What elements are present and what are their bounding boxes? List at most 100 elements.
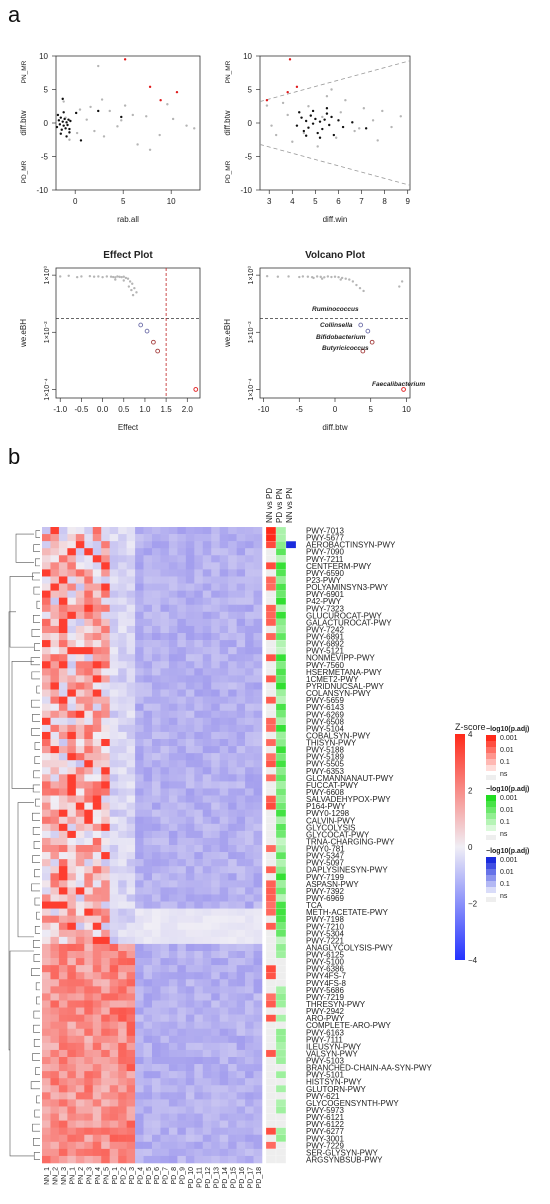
heatmap-cell: [194, 767, 204, 775]
heatmap-cell: [228, 986, 237, 994]
heatmap-cell: [58, 1085, 68, 1093]
heatmap-cell: [135, 866, 144, 874]
heatmap-cell: [211, 1134, 220, 1143]
heatmap-cell: [143, 1148, 153, 1157]
heatmap-cell: [185, 1000, 195, 1008]
heatmap-cell: [160, 696, 170, 704]
heatmap-cell: [84, 760, 94, 768]
heatmap-cell: [202, 887, 212, 895]
heatmap-cell: [160, 929, 170, 938]
heatmap-cell: [152, 1099, 161, 1107]
heatmap-cell: [219, 774, 229, 782]
data-point: [276, 275, 280, 278]
row-label: PWY-7229: [306, 1141, 345, 1150]
heatmap-cell: [253, 668, 263, 676]
significance-cell: [275, 1141, 287, 1150]
heatmap-cell: [160, 625, 170, 634]
heatmap-cell: [67, 802, 77, 810]
heatmap-cell: [219, 894, 229, 902]
heatmap-cell: [152, 654, 161, 662]
heatmap-cell: [253, 724, 263, 733]
heatmap-cell: [75, 703, 85, 712]
heatmap-cell: [168, 993, 178, 1001]
data-point: [61, 97, 64, 101]
heatmap-cell: [211, 1148, 220, 1157]
heatmap-cell: [194, 908, 204, 916]
significance-cell: [265, 774, 277, 782]
heatmap-cell: [135, 710, 144, 719]
heatmap-cell: [143, 788, 153, 796]
significance-cell: [275, 809, 287, 818]
significance-legend-tick: 0.001: [500, 857, 518, 864]
heatmap-cell: [92, 993, 102, 1001]
heatmap-cell: [236, 1127, 246, 1136]
heatmap-cell: [219, 1078, 229, 1086]
heatmap-cell: [211, 1120, 220, 1128]
heatmap-cell: [42, 562, 51, 570]
heatmap-cell: [202, 1127, 212, 1136]
heatmap-cell: [135, 1035, 144, 1044]
heatmap-cell: [219, 675, 229, 683]
heatmap-cell: [126, 901, 136, 909]
heatmap-cell: [202, 1014, 212, 1022]
significance-cell: [275, 788, 287, 796]
heatmap-cell: [168, 830, 178, 839]
heatmap-cell: [101, 972, 110, 980]
heatmap-cell: [245, 548, 254, 556]
heatmap-cell: [75, 724, 85, 733]
data-point: [111, 275, 115, 279]
significance-cell: [285, 851, 297, 860]
heatmap-cell: [253, 640, 263, 648]
heatmap-cell: [84, 675, 94, 683]
heatmap-cell: [211, 767, 220, 775]
heatmap-cell: [67, 1007, 77, 1015]
heatmap-cell: [42, 915, 51, 924]
significance-cell: [275, 1000, 287, 1008]
heatmap-cell: [42, 569, 51, 577]
heatmap-cell: [194, 604, 204, 613]
significance-cell: [285, 625, 297, 634]
heatmap-cell: [143, 908, 153, 916]
heatmap-cell: [202, 1064, 212, 1072]
data-point: [114, 278, 117, 281]
heatmap-cell: [58, 604, 68, 613]
heatmap-cell: [160, 795, 170, 803]
data-point: [337, 119, 340, 122]
heatmap-cell: [50, 731, 60, 740]
heatmap-cell: [58, 717, 68, 726]
heatmap-cell: [228, 668, 237, 676]
heatmap-cell: [177, 1148, 187, 1157]
significance-cell: [265, 632, 277, 641]
heatmap-cell: [211, 633, 220, 641]
heatmap-cell: [228, 972, 237, 980]
heatmap-cell: [245, 1120, 254, 1128]
heatmap-cell: [228, 823, 237, 832]
heatmap-cell: [202, 880, 212, 888]
heatmap-cell: [160, 710, 170, 719]
heatmap-cell: [211, 802, 220, 810]
heatmap-cell: [67, 880, 77, 888]
heatmap-cell: [101, 1099, 110, 1107]
ref-line-lower: [259, 144, 411, 186]
heatmap-cell: [50, 703, 60, 712]
heatmap-cell: [253, 696, 263, 704]
heatmap-cell: [185, 880, 195, 888]
heatmap-cell: [185, 781, 195, 789]
heatmap-cell: [67, 604, 77, 613]
heatmap-cell: [168, 788, 178, 796]
heatmap-cell: [109, 739, 119, 747]
heatmap-cell: [75, 1042, 85, 1051]
heatmap-cell: [219, 866, 229, 874]
heatmap-cell: [168, 1106, 178, 1114]
column-label: PD_17: [247, 1167, 254, 1189]
heatmap-cell: [177, 746, 187, 754]
heatmap-cell: [42, 746, 51, 754]
heatmap-cell: [177, 541, 187, 549]
row-label: POLYAMINSYN3-PWY: [306, 583, 389, 592]
heatmap-cell: [236, 1007, 246, 1015]
heatmap-cell: [126, 915, 136, 924]
heatmap-cell: [152, 1049, 161, 1058]
heatmap-cell: [109, 647, 119, 655]
data-point: [307, 126, 310, 129]
heatmap-cell: [67, 908, 77, 916]
